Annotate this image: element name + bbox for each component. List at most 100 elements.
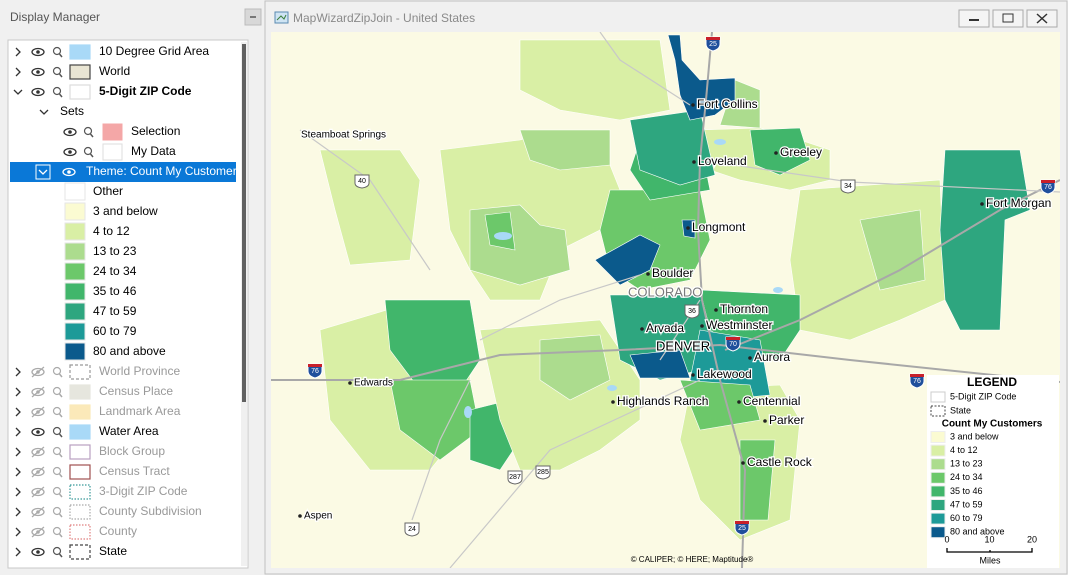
class-name[interactable]: 24 to 34 [93, 264, 137, 278]
layer-name[interactable]: Block Group [99, 444, 165, 458]
map[interactable]: Steamboat Springs Fort Collins Loveland Gre… [271, 32, 1060, 568]
expand-arrow[interactable] [15, 67, 21, 77]
selectable-toggle[interactable] [52, 466, 62, 476]
interstate-shield [307, 363, 323, 379]
selectable-toggle[interactable] [52, 526, 62, 536]
visibility-toggle[interactable] [31, 47, 45, 57]
layer-name[interactable]: Census Place [99, 384, 173, 398]
class-name[interactable]: 35 to 46 [93, 284, 137, 298]
collapse-arrow[interactable] [39, 109, 49, 115]
selectable-toggle[interactable] [52, 546, 62, 556]
place-label[interactable]: Loveland [697, 153, 748, 170]
selectable-toggle[interactable] [52, 506, 62, 516]
visibility-toggle[interactable] [31, 487, 45, 497]
place-label[interactable]: Greeley [779, 144, 824, 161]
layer-name[interactable]: World [99, 64, 130, 78]
minimize-button[interactable] [958, 9, 990, 28]
place-label[interactable]: Westminster [705, 317, 774, 334]
layer-name[interactable]: 3-Digit ZIP Code [99, 484, 188, 498]
visibility-toggle[interactable] [63, 127, 77, 137]
visibility-toggle[interactable] [31, 387, 45, 397]
visibility-toggle[interactable] [31, 367, 45, 377]
visibility-toggle[interactable] [31, 527, 45, 537]
place-label[interactable]: Edwards [353, 376, 394, 390]
selectable-toggle[interactable] [83, 126, 93, 136]
place-label[interactable]: Arvada [645, 320, 686, 337]
place-label[interactable]: COLORADO [627, 283, 704, 301]
layer-name[interactable]: World Province [99, 364, 180, 378]
layer-name[interactable]: 5-Digit ZIP Code [99, 84, 192, 98]
layer-name[interactable]: Landmark Area [99, 404, 181, 418]
expand-arrow[interactable] [15, 527, 21, 537]
selectable-toggle[interactable] [83, 146, 93, 156]
selectable-toggle[interactable] [52, 86, 62, 96]
class-name[interactable]: 80 and above [93, 344, 166, 358]
selectable-toggle[interactable] [52, 426, 62, 436]
expand-arrow[interactable] [15, 507, 21, 517]
selectable-toggle[interactable] [52, 46, 62, 56]
place-label[interactable]: Parker [768, 412, 806, 429]
layer-name[interactable]: County [99, 524, 137, 538]
class-name[interactable]: 3 and below [93, 204, 158, 218]
place-label[interactable]: Lakewood [696, 366, 753, 383]
visibility-toggle[interactable] [31, 467, 45, 477]
class-name[interactable]: 13 to 23 [93, 244, 137, 258]
visibility-toggle[interactable] [31, 507, 45, 517]
place-label[interactable]: Boulder [651, 265, 695, 282]
class-name[interactable]: 4 to 12 [93, 224, 130, 238]
layer-name[interactable]: Water Area [99, 424, 159, 438]
place-label[interactable]: DENVER [655, 337, 712, 355]
expand-arrow[interactable] [15, 47, 21, 57]
place-label[interactable]: Aurora [753, 349, 792, 366]
class-name[interactable]: 47 to 59 [93, 304, 137, 318]
theme-name[interactable]: Theme: Count My Customers [86, 164, 243, 178]
place-label[interactable]: Highlands Ranch [616, 393, 710, 410]
layer-name[interactable]: County Subdivision [99, 504, 202, 518]
class-name[interactable]: Other [93, 184, 123, 198]
expand-arrow[interactable] [15, 407, 21, 417]
layer-name[interactable]: 10 Degree Grid Area [99, 44, 209, 58]
visibility-toggle[interactable] [31, 407, 45, 417]
visibility-toggle[interactable] [31, 67, 45, 77]
place-label[interactable]: Centennial [742, 393, 802, 410]
selectable-toggle[interactable] [52, 406, 62, 416]
place-label[interactable]: Thornton [719, 301, 770, 318]
expand-arrow[interactable] [15, 367, 21, 377]
visibility-toggle[interactable] [31, 87, 45, 97]
visibility-toggle[interactable] [31, 427, 45, 437]
set-name[interactable]: Selection [131, 124, 180, 138]
collapse-arrow[interactable] [38, 169, 48, 175]
selectable-toggle[interactable] [52, 386, 62, 396]
selectable-toggle[interactable] [52, 366, 62, 376]
visibility-toggle[interactable] [62, 167, 76, 177]
selectable-toggle[interactable] [52, 446, 62, 456]
place-label[interactable]: Castle Rock [746, 454, 814, 471]
class-name[interactable]: 60 to 79 [93, 324, 137, 338]
expand-arrow[interactable] [15, 387, 21, 397]
visibility-toggle[interactable] [63, 147, 77, 157]
expand-arrow[interactable] [15, 487, 21, 497]
expand-arrow[interactable] [15, 547, 21, 557]
place-label[interactable]: Aspen [303, 509, 334, 523]
place-label[interactable]: Fort Collins [696, 96, 759, 113]
expand-arrow[interactable] [15, 467, 21, 477]
restore-button[interactable] [992, 9, 1024, 28]
collapse-arrow[interactable] [13, 89, 23, 95]
layer-name[interactable]: State [99, 544, 127, 558]
layer-name[interactable]: Census Tract [99, 464, 170, 478]
visibility-toggle[interactable] [31, 447, 45, 457]
scrollbar-thumb[interactable] [242, 44, 246, 402]
selected-row[interactable] [10, 162, 236, 182]
place-label[interactable]: Steamboat Springs [300, 128, 388, 142]
place-label[interactable]: Longmont [691, 219, 748, 236]
set-name[interactable]: My Data [131, 144, 176, 158]
place-dot [700, 324, 704, 328]
visibility-toggle[interactable] [31, 547, 45, 557]
place-label[interactable]: Fort Morgan [985, 195, 1053, 212]
expand-box[interactable] [35, 164, 51, 180]
sets-label[interactable]: Sets [60, 104, 84, 118]
expand-arrow[interactable] [15, 447, 21, 457]
selectable-toggle[interactable] [52, 66, 62, 76]
selectable-toggle[interactable] [52, 486, 62, 496]
expand-arrow[interactable] [15, 427, 21, 437]
